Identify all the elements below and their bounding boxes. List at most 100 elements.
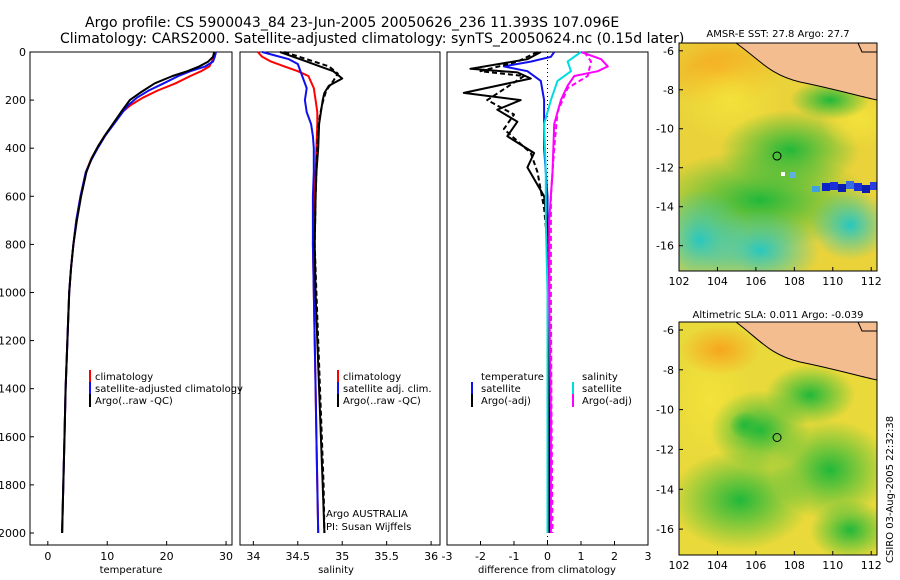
sst-cold-patch bbox=[790, 172, 877, 193]
sla-map-frame bbox=[678, 321, 878, 556]
legend-label-satellite: satellite-adjusted climatology bbox=[95, 384, 243, 395]
lat-tick-label: -10 bbox=[656, 404, 674, 417]
salinity-x-axis: 34 34.5 35 35.5 36 bbox=[246, 541, 438, 563]
temperature-series bbox=[61, 51, 217, 534]
legend-swatch-argo bbox=[89, 394, 91, 407]
x-tick-label: 34 bbox=[246, 550, 260, 563]
title-line-1: Argo profile: CS 5900043_84 23-Jun-2005 … bbox=[85, 15, 619, 31]
depth-tick-label: 1200 bbox=[0, 335, 26, 348]
argo-float-marker bbox=[772, 151, 782, 161]
lon-tick-label: 104 bbox=[707, 559, 728, 572]
legend-label-satellite: satellite adj. clim. bbox=[343, 384, 432, 395]
lon-tick-label: 110 bbox=[822, 275, 843, 288]
lon-tick-label: 110 bbox=[822, 559, 843, 572]
lon-tick-label: 106 bbox=[745, 275, 766, 288]
credit-stamp: CSIRO 03-Aug-2005 22:32:38 bbox=[885, 416, 896, 563]
legend-swatch-sal-satellite bbox=[572, 382, 574, 395]
difference-panel: -3 -2 -1 0 1 2 3 difference from climatology t… bbox=[442, 51, 652, 576]
legend-label-temp-satellite: satellite bbox=[481, 384, 521, 395]
legend-swatch-temp-satellite bbox=[471, 382, 473, 395]
x-tick-label: 1 bbox=[578, 550, 585, 563]
temperature-xlabel: temperature bbox=[100, 565, 163, 576]
lat-tick-label: -8 bbox=[663, 84, 674, 97]
x-tick-label: 3 bbox=[645, 550, 652, 563]
legend-swatch-argo bbox=[337, 394, 339, 407]
depth-tick-label: 600 bbox=[5, 190, 26, 203]
lat-tick-label: -12 bbox=[656, 162, 674, 175]
x-tick-label: 0 bbox=[44, 550, 51, 563]
sla-map-axes: 102 104 106 108 110 112 -6 -8 -10 -12 -14 -16 bbox=[656, 324, 882, 572]
java-landmass bbox=[735, 43, 877, 101]
legend-label-argo: Argo(..raw -QC) bbox=[95, 396, 173, 407]
legend-swatch-satellite bbox=[337, 382, 339, 395]
legend-label-sal-argo: Argo(-adj) bbox=[582, 396, 632, 407]
sla-map: Altimetric SLA: 0.011 Argo: -0.039 102 10… bbox=[656, 310, 882, 572]
pi-label: PI: Susan Wijffels bbox=[326, 522, 411, 533]
series-line-satellite-adjusted-climatology bbox=[61, 51, 217, 534]
temperature-legend: climatology satellite-adjusted climatolo… bbox=[89, 370, 243, 407]
legend-label-temp-argo: Argo(-adj) bbox=[481, 396, 531, 407]
argo-float-marker bbox=[772, 433, 782, 443]
sst-map-title: AMSR-E SST: 27.8 Argo: 27.7 bbox=[706, 29, 849, 40]
difference-x-axis: -3 -2 -1 0 1 2 3 bbox=[442, 541, 652, 563]
depth-tick-label: 0 bbox=[19, 46, 26, 59]
series-line-satellite-adj-clim- bbox=[261, 51, 320, 534]
series-line-argo-raw-qc- bbox=[284, 51, 339, 534]
salinity-legend: climatology satellite adj. clim. Argo(..… bbox=[337, 370, 432, 407]
lon-tick-label: 112 bbox=[861, 559, 882, 572]
title-line-2: Climatology: CARS2000. Satellite-adjuste… bbox=[60, 31, 684, 47]
series-line-salinity-argo-adj- bbox=[548, 51, 609, 533]
lat-tick-label: -12 bbox=[656, 443, 674, 456]
lat-tick-label: -16 bbox=[656, 523, 674, 536]
lon-tick-label: 102 bbox=[669, 559, 690, 572]
lon-tick-label: 112 bbox=[861, 275, 882, 288]
x-tick-label: -2 bbox=[475, 550, 486, 563]
series-line-climatology bbox=[257, 51, 320, 534]
series-line-salinity-satellite bbox=[543, 51, 582, 533]
temperature-axes bbox=[29, 51, 233, 546]
x-tick-label: -1 bbox=[509, 550, 520, 563]
temperature-x-axis: 0 10 20 30 bbox=[44, 541, 233, 563]
sst-map: AMSR-E SST: 27.8 Argo: 27.7 bbox=[656, 29, 882, 288]
salinity-axes bbox=[239, 51, 441, 546]
x-tick-label: 2 bbox=[611, 550, 618, 563]
depth-tick-label: 1400 bbox=[0, 383, 26, 396]
sst-map-frame bbox=[678, 42, 878, 272]
x-tick-label: 36 bbox=[424, 550, 438, 563]
sla-map-title: Altimetric SLA: 0.011 Argo: -0.039 bbox=[693, 310, 864, 321]
sst-map-axes: 102 104 106 108 110 112 -6 -8 -10 -12 -14 -16 bbox=[656, 45, 882, 288]
temperature-panel: 0 200 400 600 800 1000 1200 1400 1600 1800 2000 0 1… bbox=[0, 46, 243, 576]
java-landmass bbox=[735, 322, 877, 381]
x-tick-label: 30 bbox=[219, 550, 233, 563]
lon-tick-label: 104 bbox=[707, 275, 728, 288]
depth-tick-label: 800 bbox=[5, 238, 26, 251]
legend-label-climatology: climatology bbox=[343, 372, 401, 383]
salinity-series bbox=[257, 51, 344, 534]
float-program-label: Argo AUSTRALIA bbox=[326, 509, 408, 520]
lon-tick-label: 108 bbox=[784, 559, 805, 572]
x-tick-label: 34.5 bbox=[286, 550, 311, 563]
lon-tick-label: 108 bbox=[784, 275, 805, 288]
x-tick-label: 35.5 bbox=[374, 550, 399, 563]
lon-tick-label: 106 bbox=[745, 559, 766, 572]
legend-label-argo: Argo(..raw -QC) bbox=[343, 396, 421, 407]
lon-tick-label: 102 bbox=[669, 275, 690, 288]
depth-tick-label: 2000 bbox=[0, 527, 26, 540]
lat-tick-label: -10 bbox=[656, 123, 674, 136]
legend-label-climatology: climatology bbox=[95, 372, 153, 383]
depth-tick-label: 400 bbox=[5, 142, 26, 155]
salinity-xlabel: salinity bbox=[318, 565, 354, 576]
difference-series bbox=[462, 51, 609, 534]
depth-tick-label: 1000 bbox=[0, 286, 26, 299]
series-line-temperature-argo-adj- bbox=[479, 51, 549, 533]
legend-swatch-temp-argo bbox=[471, 394, 473, 407]
x-tick-label: -3 bbox=[442, 550, 453, 563]
legend-label-sal-satellite: satellite bbox=[582, 384, 622, 395]
series-line-salinity-argo-adj- bbox=[549, 51, 592, 534]
depth-tick-label: 1600 bbox=[0, 431, 26, 444]
lat-tick-label: -16 bbox=[656, 240, 674, 253]
lat-tick-label: -6 bbox=[663, 45, 674, 58]
depth-tick-label: 200 bbox=[5, 94, 26, 107]
legend-swatch-climatology bbox=[337, 370, 339, 383]
series-line-temperature-argo-adj- bbox=[462, 51, 551, 533]
